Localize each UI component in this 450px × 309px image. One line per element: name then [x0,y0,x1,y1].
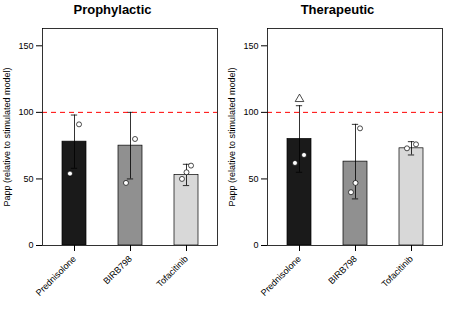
html-text:Therapeutic: Therapeutic [300,2,375,17]
svg-text:BIRB798: BIRB798 [101,254,134,287]
svg-text:Tofacitinib: Tofacitinib [380,254,415,289]
svg-text:150: 150 [243,41,258,51]
svg-text:0: 0 [253,240,258,250]
svg-text:Prednisolone: Prednisolone [259,254,303,298]
svg-text:100: 100 [243,107,258,117]
svg-text:150: 150 [18,41,33,51]
svg-text:Tofacitinib: Tofacitinib [155,254,190,289]
svg-text:Prednisolone: Prednisolone [34,254,78,298]
svg-text:Papp (relative to stimulated m: Papp (relative to stimulated model) [2,67,12,206]
svg-text:50: 50 [248,174,258,184]
svg-text:Papp (relative to stimulated m: Papp (relative to stimulated model) [227,67,237,206]
html-text:Prophylactic: Prophylactic [73,2,152,17]
svg-text:100: 100 [18,107,33,117]
svg-text:50: 50 [23,174,33,184]
svg-text:0: 0 [28,240,33,250]
svg-text:BIRB798: BIRB798 [326,254,359,287]
